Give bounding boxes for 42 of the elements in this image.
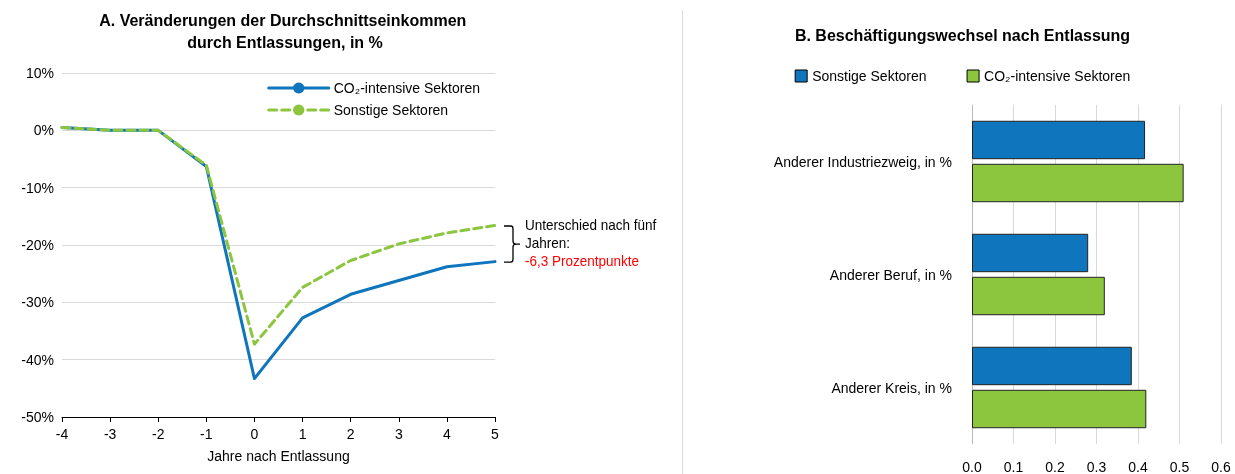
legend-label: Sonstige Sektoren: [812, 68, 927, 84]
x-tick-label: -1: [200, 426, 213, 442]
y-tick-label: Anderer Industriezweig, in %: [773, 153, 952, 170]
x-tick-label: 0.4: [1128, 459, 1148, 474]
y-tick-label: Anderer Kreis, in %: [831, 379, 952, 396]
x-tick-label: -3: [103, 426, 117, 442]
y-tick-label: Anderer Beruf, in %: [829, 266, 952, 283]
chart-title: A. Veränderungen der Durchschnittseinkommen durch Entlassungen, in %: [99, 11, 471, 51]
bar: [972, 163, 1184, 203]
x-tick-label: 0: [250, 426, 259, 442]
y-tick-label: -20%: [21, 237, 54, 253]
bar: [972, 389, 1147, 429]
x-tick-label: -2: [152, 426, 165, 442]
bar: [972, 276, 1105, 316]
x-tick-label: 4: [442, 426, 451, 442]
bar: [972, 233, 1089, 273]
x-tick-label: 5: [491, 426, 500, 442]
legend-label: Sonstige Sektoren: [333, 102, 449, 118]
x-tick-label: 3: [394, 426, 403, 442]
x-tick-label: 1: [298, 426, 307, 442]
x-tick-label: 0.3: [1086, 459, 1107, 474]
x-tick-label: 0.1: [1003, 459, 1024, 474]
chart-title: B. Beschäftigungswechsel nach Entlassung: [794, 26, 1131, 44]
bar: [972, 120, 1146, 160]
x-tick-label: 0.2: [1045, 459, 1065, 474]
text: Unterschied nach fünf Jahren:: [525, 215, 658, 252]
y-tick-label: -10%: [21, 179, 54, 196]
bar: [972, 346, 1132, 386]
x-tick-label: 2: [346, 426, 355, 442]
x-axis-title: Jahre nach Entlassung: [207, 448, 350, 464]
x-tick-label: -4: [55, 426, 69, 442]
x-tick-label: 0.0: [962, 459, 982, 474]
y-tick-label: -30%: [21, 294, 54, 311]
y-tick-label: -40%: [21, 351, 54, 368]
y-tick-label: 10%: [25, 65, 54, 81]
x-tick-label: 0.5: [1169, 459, 1190, 474]
legend-label: CO₂-intensive Sektoren: [333, 80, 481, 96]
x-tick-label: 0.6: [1211, 459, 1231, 474]
text: -6,3 Prozentpunkte: [525, 251, 640, 270]
y-tick-label: 0%: [33, 122, 54, 139]
legend-label: CO₂-intensive Sektoren: [984, 68, 1131, 84]
y-tick-label: -50%: [21, 409, 54, 425]
